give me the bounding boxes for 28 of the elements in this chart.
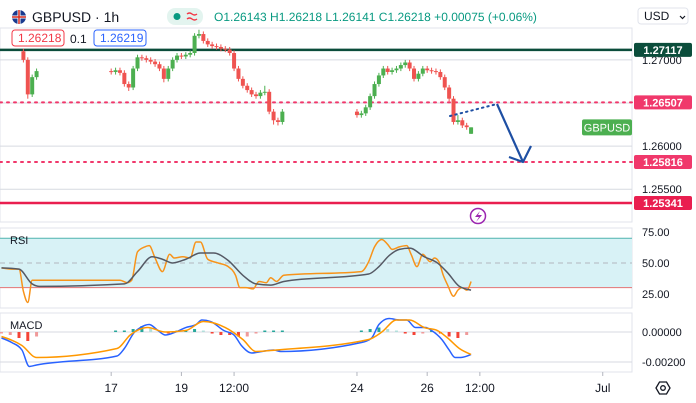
x-tick-label: Jul (595, 381, 610, 395)
ref-line-label: 1.26507 (643, 97, 683, 110)
y-tick-label: 1.25500 (642, 184, 682, 196)
annotation: 1.26218 (18, 31, 62, 45)
x-tick-label: 17 (104, 381, 118, 395)
chart-title: GBPUSD · 1h (32, 9, 120, 25)
ref-line-label: 1.25816 (643, 156, 683, 169)
x-tick-label: 19 (174, 381, 188, 395)
y-tick-label: 1.27000 (642, 54, 682, 67)
text: GBPUSD (584, 122, 630, 134)
y-tick-label: 50.00 (642, 258, 670, 270)
annotation: 1.26219 (100, 31, 144, 45)
annotation: 0.1 (70, 32, 88, 46)
y-tick-label: 1.26000 (642, 141, 682, 154)
ref-line-label: 1.27117 (643, 44, 683, 57)
y-tick-label: -0.00200 (642, 356, 686, 369)
text: RSI (10, 235, 28, 247)
y-tick-label: 25.00 (642, 288, 670, 301)
x-tick-label: 24 (350, 381, 364, 395)
y-tick-label: 0.00000 (642, 327, 682, 340)
text: MACD (10, 320, 42, 332)
x-tick-label: 26 (420, 381, 434, 395)
ref-line-label: 1.25341 (643, 198, 683, 210)
x-tick-label: 12:00 (219, 381, 250, 395)
text: USD (644, 9, 670, 23)
x-tick-label: 12:00 (464, 381, 496, 395)
y-tick-label: 75.00 (642, 227, 670, 240)
text: O1.26143 H1.26218 L1.26141 C1.26218 +0.00075 (+0.06%) (214, 10, 537, 24)
